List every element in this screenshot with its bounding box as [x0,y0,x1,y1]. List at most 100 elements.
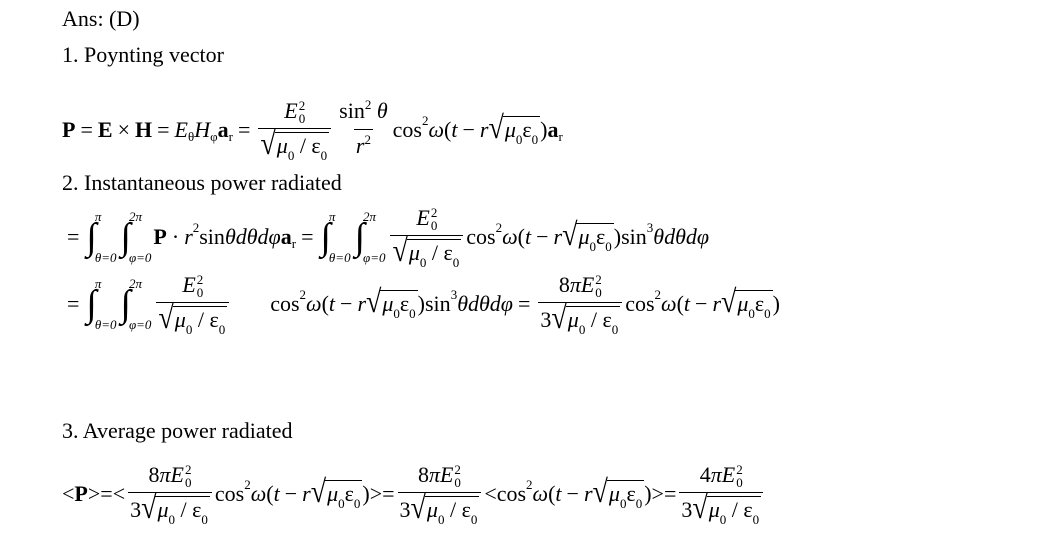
math-subscript: 0 [752,512,760,528]
math-operator: × [117,117,130,142]
math-symbol: E [416,204,430,230]
integral-upper-limit: π [94,209,102,224]
math-symbol: r [357,291,366,316]
radical-sign: √ [392,233,408,270]
math-radicand: μ0 / ε0 [424,496,480,527]
math-text: 4 [699,461,711,487]
math-symbol: ω [428,117,445,142]
math-vector: E [97,117,113,142]
math-text: cos [270,291,300,316]
section-heading-average: 3. Average power radiated [62,418,293,443]
math-radicand: μ0ε0 [502,115,541,147]
math-text: sin [199,224,225,249]
math-subscript: 0 [578,322,586,338]
math-text: ε [399,290,410,316]
math-subscript: 0 [589,238,597,254]
math-integral: ∫ π θ=0 [86,277,116,331]
math-superscript: 3 [450,287,458,302]
math-operator: − [566,481,579,506]
math-text: < [62,481,75,506]
math-vector: H [134,117,153,142]
math-text: sin [425,291,451,316]
math-fraction: E 2 0 √ μ0 / ε0 [258,98,332,163]
math-superscript: 2 [526,477,533,492]
radical-sign: √ [410,490,426,527]
section-heading-instantaneous: 2. Instantaneous power radiated [62,170,342,195]
math-integral: ∫ π θ=0 [86,210,116,264]
radical-sign: √ [562,216,578,253]
math-radicand: μ0 / ε0 [172,306,228,338]
math-denominator: r2 [353,128,373,162]
math-numerator: 8πE 2 0 [416,461,463,493]
math-numerator: 8πE 2 0 [557,271,604,303]
math-operator: = [157,117,170,142]
math-fraction: 8πE 2 0 3 √ μ0 / ε0 [538,271,623,338]
math-sqrt: √ μ0 / ε0 [141,493,210,527]
math-text: ) [417,291,425,316]
math-symbol: πE [569,271,595,297]
integral-lower-limit: φ=0 [128,250,152,265]
math-denominator: √ μ0 / ε0 [156,302,230,338]
math-sqrt: √ μ0ε0 [311,476,363,511]
math-fraction: sin 2 θ r2 [337,97,390,162]
math-denominator: √ μ0 / ε0 [390,233,464,270]
math-fraction: 8πE 2 0 3 √ μ0 / ε0 [128,462,212,527]
math-radicand: μ0 / ε0 [706,496,762,528]
math-symbol: r [553,224,563,249]
math-symbol: t [328,291,336,316]
math-symbol: E [174,117,188,142]
math-fraction: E 2 0 √ μ0 / ε0 [390,204,464,270]
math-text: / ε [444,497,471,523]
math-text: 3 [130,497,142,523]
math-superscript: 3 [646,220,654,235]
math-text: 3 [681,497,693,523]
math-text: cos [214,481,245,506]
math-symbol: r [184,224,193,249]
math-text: sin [339,97,365,123]
math-symbol: μ [708,497,720,523]
math-subscript: 0 [218,322,226,338]
math-subscript: 0 [454,475,461,491]
math-subscript: 0 [338,495,345,511]
math-symbol: r [583,481,593,506]
math-radicand: μ0 / ε0 [274,132,330,163]
math-subscript: 0 [184,475,192,491]
math-superscript: 2 [364,131,371,147]
math-sqrt: √ μ0 / ε0 [692,493,762,528]
math-symbol: r [355,132,365,158]
math-operator: = [67,224,80,249]
radical-sign: √ [488,109,504,146]
math-sqrt: √ μ0ε0 [488,109,541,147]
math-text: ε [754,290,765,316]
math-symbol: μ [504,116,516,142]
math-text: <cos [484,481,527,506]
math-superscript: 2 [196,272,204,288]
math-symbol: θdθdφ [457,291,513,316]
math-symbol: r [302,481,311,506]
math-subscript: φ [210,129,218,144]
math-symbol: θdθdφ [224,224,281,249]
math-symbol: ω [250,481,267,506]
math-text: ( [444,117,452,142]
math-text: 8 [417,461,429,487]
math-symbol: μ [426,497,438,523]
math-text: ( [517,224,525,249]
math-text: / ε [192,307,219,333]
integral-lower-limit: φ=0 [128,317,152,332]
math-subscript: 0 [595,285,602,301]
math-integral: ∫ 2π φ=0 [121,277,152,331]
math-operator: = [517,291,531,316]
math-symbol: r [712,291,721,316]
math-superscript: 2 [298,98,306,114]
integral-sign: ∫ [320,216,331,258]
math-fraction: E 2 0 √ μ0 / ε0 [156,272,230,338]
math-text: / ε [175,497,202,523]
math-symbol: θ [376,97,388,123]
math-superscript: 2 [184,462,192,478]
math-subscript: 0 [619,495,627,511]
